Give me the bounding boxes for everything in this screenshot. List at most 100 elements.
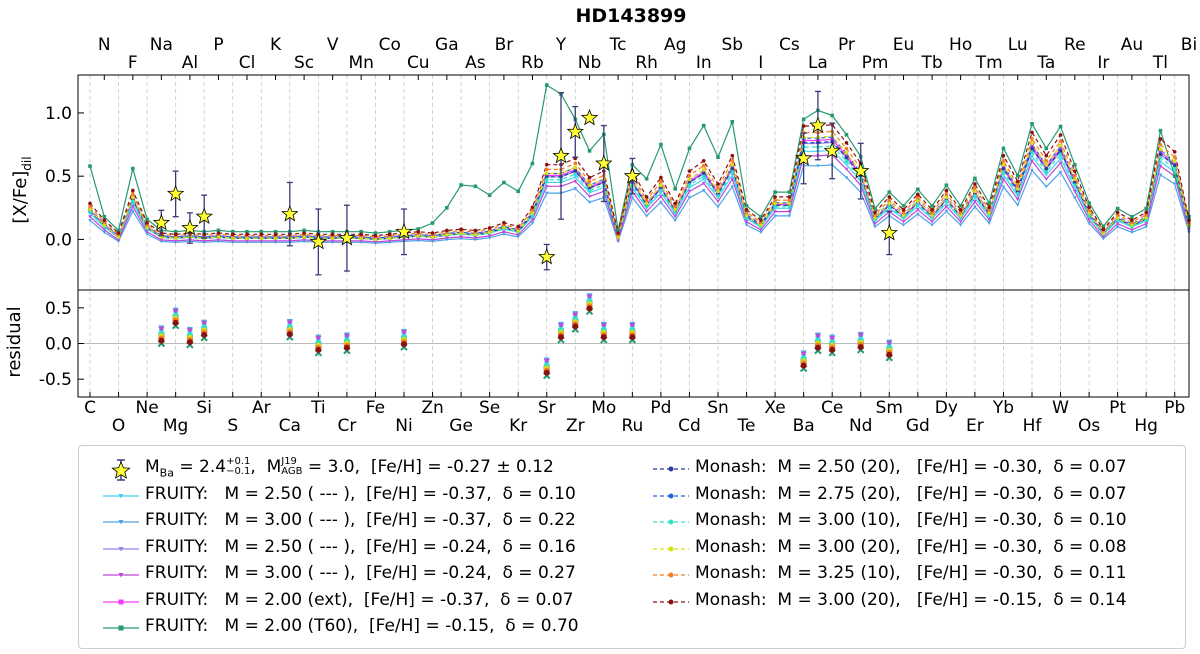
series-point [701, 171, 706, 176]
series-point [844, 151, 849, 155]
series-point [88, 204, 92, 209]
series-point [473, 238, 478, 242]
series-point [1001, 177, 1006, 182]
series-point [844, 159, 849, 163]
series-point [958, 223, 963, 227]
series-point [730, 167, 735, 171]
element-label: Ca [279, 416, 301, 436]
element-label: S [227, 416, 238, 436]
series-point [644, 176, 649, 181]
series-point [973, 200, 977, 204]
element-label: K [270, 35, 282, 55]
series-point [216, 235, 221, 239]
series-point [245, 239, 249, 243]
element-label: Dy [935, 398, 958, 418]
series-point [516, 235, 520, 239]
series-point [773, 214, 777, 218]
series-point [1001, 185, 1006, 189]
legend-swatch [103, 546, 139, 551]
series-point [973, 182, 977, 186]
legend-observations-label: MBa = 2.4 +0.1 −0.1, M J19 AGB = 3.0, [Fe/H]… [145, 456, 554, 480]
element-label: Ni [395, 416, 412, 436]
series-point [944, 209, 949, 214]
element-label: Sr [538, 398, 556, 418]
series-point [730, 170, 735, 174]
residual-point [158, 337, 165, 344]
series-point [844, 167, 849, 171]
series-point [430, 231, 435, 235]
series-point [230, 239, 235, 243]
series-point [816, 164, 820, 168]
series-point [573, 161, 578, 166]
element-label: I [758, 53, 763, 73]
element-label: Zn [421, 398, 443, 418]
series-point [1130, 218, 1134, 222]
element-label: Tb [920, 53, 942, 73]
legend-swatch [653, 546, 689, 551]
element-label: Tl [1152, 53, 1168, 73]
residual-point [857, 333, 864, 339]
series-point [1172, 182, 1177, 186]
series-point [1158, 152, 1163, 156]
series-point [530, 221, 535, 225]
series-point [516, 189, 520, 194]
series-point [744, 210, 749, 215]
series-point [445, 238, 449, 242]
series-point [1158, 156, 1163, 160]
observation-star [623, 167, 642, 184]
element-label: Mn [348, 53, 373, 73]
series-point [687, 180, 692, 185]
y-axis-label-top: [X/Fe]dil [10, 156, 34, 223]
series-point [1030, 141, 1034, 146]
series-point [1130, 223, 1134, 227]
series-point [573, 169, 578, 173]
series-point [987, 211, 991, 215]
series-point [502, 232, 506, 236]
series-point [1073, 186, 1077, 190]
series-point [1044, 146, 1049, 151]
series-point [487, 193, 492, 197]
series-point [173, 232, 178, 237]
series-point [373, 240, 378, 244]
series-point [916, 208, 920, 212]
series-point [102, 228, 107, 232]
series-point [744, 220, 749, 224]
series-point [1158, 128, 1163, 133]
series-point [173, 236, 178, 241]
legend-swatch [653, 519, 689, 525]
series-point [901, 208, 906, 212]
series-point [801, 124, 806, 128]
series-point [544, 167, 549, 172]
series-point [330, 239, 335, 243]
element-label: Te [737, 416, 756, 436]
series-line [89, 140, 1190, 241]
series-point [887, 195, 892, 199]
series-point [716, 205, 720, 209]
series-point [687, 177, 692, 182]
series-point [573, 175, 578, 179]
star-marker-icon [111, 459, 131, 481]
series-point [916, 187, 920, 192]
legend-swatch-marker [668, 466, 674, 472]
series-point [759, 230, 763, 235]
series-point [473, 184, 478, 189]
series-point [644, 198, 649, 202]
element-label: Ru [621, 416, 643, 436]
residual-point [172, 319, 179, 326]
series-point [88, 201, 92, 206]
series-point [687, 169, 692, 173]
series-point [1087, 205, 1091, 210]
element-label: Co [379, 35, 401, 55]
element-label: Yb [992, 398, 1014, 418]
y-tick-label: 0.0 [45, 230, 72, 250]
element-label: Cr [337, 416, 356, 436]
observation-star [566, 122, 584, 140]
series-point [701, 167, 706, 172]
observation-star [181, 218, 199, 236]
series-point [1058, 143, 1063, 148]
series-point [1144, 222, 1148, 226]
residual-point [401, 341, 407, 348]
legend-swatch [103, 573, 139, 578]
series-point [131, 192, 135, 196]
residual-point [629, 323, 636, 329]
